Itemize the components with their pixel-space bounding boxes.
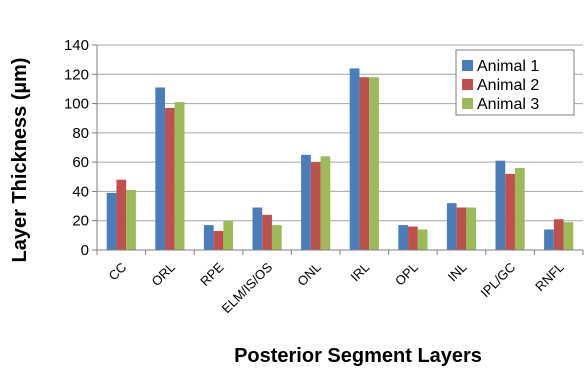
y-axis-title: Layer Thickness (µm) bbox=[9, 58, 31, 263]
bar-rnfl-series-2 bbox=[553, 219, 564, 250]
bar-rpe-series-2 bbox=[213, 230, 224, 250]
x-tick-label: ONL bbox=[294, 260, 324, 290]
bar-elm-is-os-series-2 bbox=[262, 214, 272, 250]
bar-ipl-gc-series-1 bbox=[495, 160, 506, 250]
bar-irl-series-1 bbox=[349, 68, 360, 250]
bar-cc-series-2 bbox=[116, 179, 127, 250]
y-tick-label: 60 bbox=[72, 154, 89, 171]
bar-opl-series-1 bbox=[398, 225, 409, 250]
legend-box bbox=[455, 49, 575, 116]
legend-swatch bbox=[462, 60, 473, 71]
y-tick-label: 100 bbox=[64, 96, 89, 113]
legend-label: Animal 1 bbox=[477, 58, 539, 75]
bar-irl-series-3 bbox=[369, 77, 379, 250]
bar-opl-series-2 bbox=[408, 226, 418, 250]
bar-ipl-gc-series-3 bbox=[514, 168, 525, 250]
x-tick-label: IRL bbox=[348, 260, 373, 285]
y-tick-labels: 0 20 40 60 80 100 120 140 bbox=[64, 37, 89, 259]
bar-elm-is-os-series-3 bbox=[271, 225, 282, 250]
x-tick-label: INL bbox=[445, 260, 470, 285]
bar-orl-series-3 bbox=[174, 102, 185, 250]
legend-swatch bbox=[462, 98, 473, 109]
y-tick-label: 40 bbox=[72, 183, 89, 200]
x-tick-label: ORL bbox=[149, 260, 179, 290]
y-tick-label: 120 bbox=[64, 66, 89, 83]
y-tick-label: 80 bbox=[72, 125, 89, 142]
bar-inl-series-1 bbox=[446, 203, 457, 250]
axes bbox=[96, 45, 583, 251]
bar-orl-series-1 bbox=[155, 87, 166, 250]
bar-ipl-gc-series-2 bbox=[505, 173, 515, 250]
bar-rnfl-series-1 bbox=[544, 229, 554, 250]
x-tick-label: ELM/IS/OS bbox=[219, 259, 276, 316]
bar-opl-series-3 bbox=[417, 229, 428, 250]
x-tick-label: IPL/GC bbox=[477, 260, 518, 301]
x-tick-label: OPL bbox=[392, 260, 421, 289]
bar-cc-series-3 bbox=[126, 189, 136, 250]
bars bbox=[106, 68, 574, 250]
bar-rpe-series-1 bbox=[203, 225, 214, 250]
x-tick-label: CC bbox=[106, 260, 130, 284]
bar-elm-is-os-series-1 bbox=[252, 207, 263, 250]
legend-label: Animal 3 bbox=[477, 96, 539, 113]
y-tick-label: 140 bbox=[64, 37, 89, 54]
bar-onl-series-2 bbox=[310, 162, 321, 250]
bar-cc-series-1 bbox=[106, 192, 117, 250]
legend: Animal 1 Animal 2 Animal 3 bbox=[455, 49, 575, 116]
bar-inl-series-2 bbox=[456, 207, 467, 250]
y-tick-label: 0 bbox=[81, 242, 89, 259]
x-axis-title: Posterior Segment Layers bbox=[234, 345, 482, 367]
bar-onl-series-3 bbox=[320, 156, 331, 250]
bar-onl-series-1 bbox=[301, 154, 311, 250]
bar-irl-series-2 bbox=[359, 77, 370, 250]
x-tick-label: RPE bbox=[197, 259, 227, 289]
bar-inl-series-3 bbox=[466, 207, 477, 250]
bar-rpe-series-3 bbox=[223, 220, 234, 250]
bar-rnfl-series-3 bbox=[563, 222, 574, 250]
legend-swatch bbox=[462, 79, 473, 90]
legend-label: Animal 2 bbox=[477, 77, 539, 94]
x-tick-label: RNFL bbox=[532, 260, 567, 295]
bar-orl-series-2 bbox=[165, 107, 175, 250]
y-tick-label: 20 bbox=[72, 213, 89, 230]
